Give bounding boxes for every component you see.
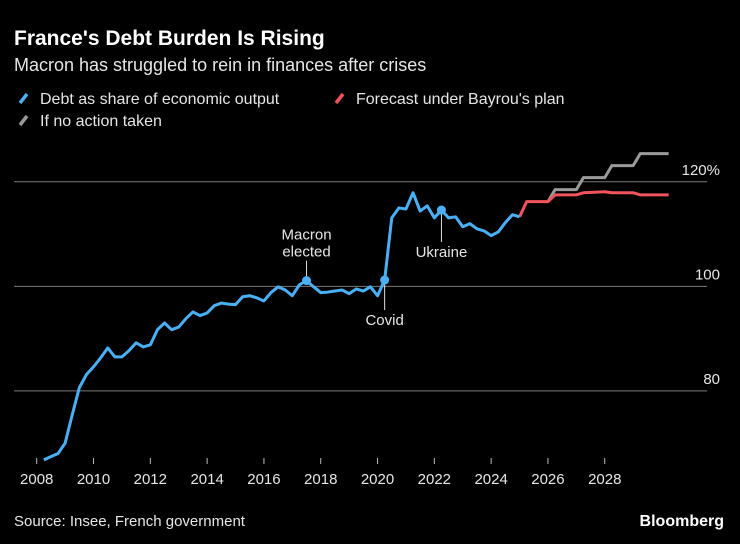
legend-swatch <box>18 92 29 105</box>
annotation-text: Covid <box>365 312 403 329</box>
legend-swatch <box>18 114 29 127</box>
legend-label: Forecast under Bayrou's plan <box>356 91 565 108</box>
series-line <box>518 190 669 218</box>
annotation-point <box>302 276 312 286</box>
y-tick-label: 100 <box>695 266 720 283</box>
x-tick-label: 2028 <box>588 471 621 488</box>
x-tick-label: 2022 <box>418 471 451 488</box>
annotation-point <box>380 275 390 285</box>
x-tick-label: 2016 <box>247 471 280 488</box>
series-line <box>546 152 669 203</box>
annotation-point <box>436 205 446 215</box>
x-tick-label: 2018 <box>304 471 337 488</box>
x-tick-label: 2020 <box>361 471 394 488</box>
x-tick-label: 2024 <box>474 471 507 488</box>
legend-label: If no action taken <box>40 113 162 130</box>
chart-subtitle: Macron has struggled to rein in finances… <box>14 55 426 75</box>
y-tick-label: 120% <box>682 162 720 179</box>
annotation-text: elected <box>282 244 330 261</box>
legend-label: Debt as share of economic output <box>40 91 280 108</box>
annotation-text: Macron <box>282 227 332 244</box>
x-tick-label: 2008 <box>20 471 53 488</box>
x-tick-label: 2010 <box>77 471 110 488</box>
annotation-text: Ukraine <box>416 244 468 261</box>
x-tick-label: 2014 <box>190 471 223 488</box>
brand: Bloomberg <box>640 513 724 530</box>
chart-title: France's Debt Burden Is Rising <box>14 27 325 50</box>
y-tick-label: 80 <box>703 371 720 388</box>
x-tick-label: 2026 <box>531 471 564 488</box>
source: Source: Insee, French government <box>14 513 246 530</box>
x-tick-label: 2012 <box>134 471 167 488</box>
legend-swatch <box>334 92 345 105</box>
